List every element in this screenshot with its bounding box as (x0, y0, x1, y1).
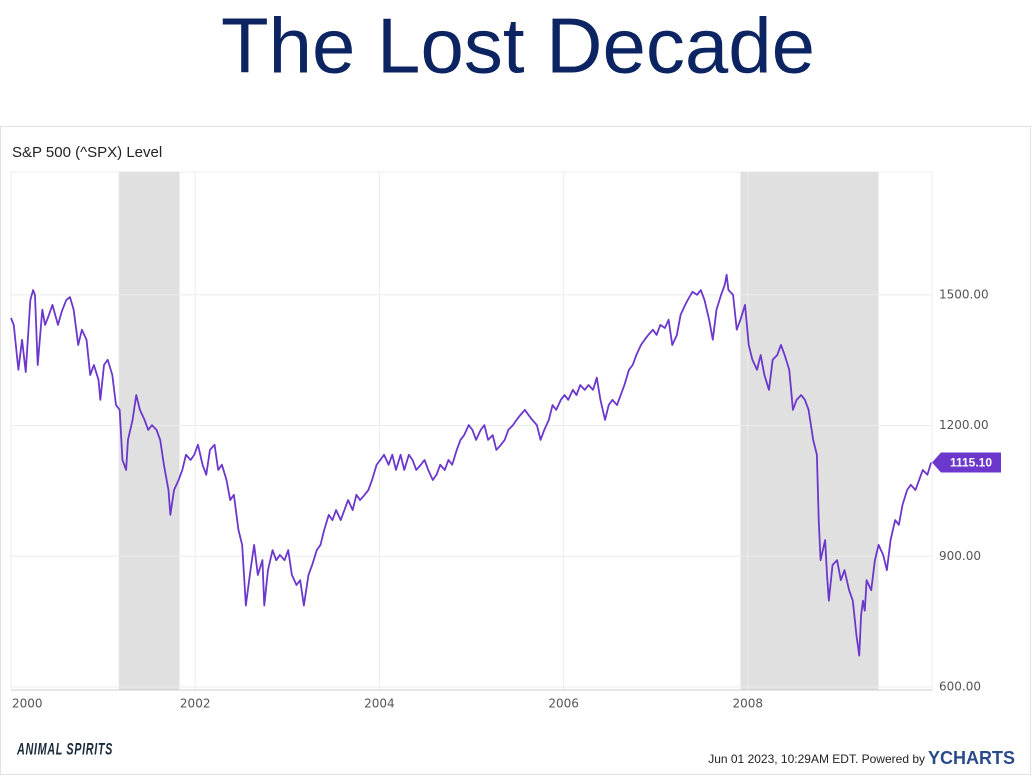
chart-subtitle: S&P 500 (^SPX) Level (12, 144, 162, 161)
recession-band (118, 172, 180, 690)
plot-area: 600.00 900.00 1200.00 1500.00 2000 2002 2004 20… (10, 171, 1001, 711)
y-tick-label: 900.00 (939, 549, 981, 563)
x-tick-label: 2002 (180, 697, 211, 711)
y-tick-label: 1500.00 (939, 287, 989, 301)
last-value-label: 1115.10 (950, 456, 992, 470)
logo: ANIMAL SPIRITS (16, 739, 113, 758)
price-line (10, 273, 932, 657)
recession-band (740, 172, 879, 690)
y-tick-label: 600.00 (939, 679, 981, 693)
timestamp: Jun 01 2023, 10:29AM EDT. Powered by (708, 752, 925, 766)
x-tick-label: 2006 (548, 697, 579, 711)
x-tick-label: 2004 (364, 697, 395, 711)
x-tick-label: 2008 (733, 697, 764, 711)
brand: YCHARTS (928, 748, 1015, 768)
chart-title: The Lost Decade (221, 2, 815, 90)
last-value-marker (932, 452, 1001, 473)
y-tick-label: 1200.00 (939, 418, 989, 432)
x-tick-label: 2000 (12, 697, 43, 711)
